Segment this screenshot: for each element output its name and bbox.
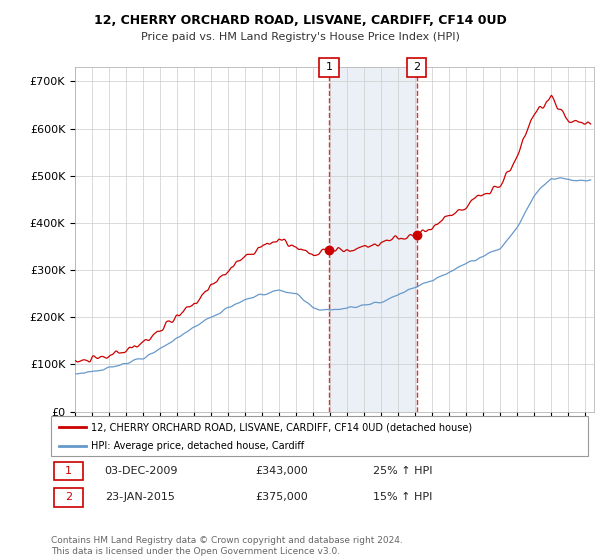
Text: 2: 2 (413, 62, 420, 72)
FancyBboxPatch shape (51, 416, 588, 456)
Text: 23-JAN-2015: 23-JAN-2015 (105, 492, 175, 502)
Text: 03-DEC-2009: 03-DEC-2009 (105, 466, 178, 476)
FancyBboxPatch shape (319, 58, 338, 77)
Text: HPI: Average price, detached house, Cardiff: HPI: Average price, detached house, Card… (91, 441, 304, 451)
Text: 12, CHERRY ORCHARD ROAD, LISVANE, CARDIFF, CF14 0UD (detached house): 12, CHERRY ORCHARD ROAD, LISVANE, CARDIF… (91, 422, 472, 432)
FancyBboxPatch shape (53, 461, 83, 480)
Text: 1: 1 (65, 466, 72, 476)
Text: 12, CHERRY ORCHARD ROAD, LISVANE, CARDIFF, CF14 0UD: 12, CHERRY ORCHARD ROAD, LISVANE, CARDIF… (94, 14, 506, 27)
FancyBboxPatch shape (407, 58, 426, 77)
Text: £343,000: £343,000 (255, 466, 308, 476)
Text: £375,000: £375,000 (255, 492, 308, 502)
Text: 25% ↑ HPI: 25% ↑ HPI (373, 466, 433, 476)
Text: 2: 2 (65, 492, 72, 502)
Text: 1: 1 (325, 62, 332, 72)
Text: 15% ↑ HPI: 15% ↑ HPI (373, 492, 433, 502)
Text: Contains HM Land Registry data © Crown copyright and database right 2024.
This d: Contains HM Land Registry data © Crown c… (51, 536, 403, 556)
Text: Price paid vs. HM Land Registry's House Price Index (HPI): Price paid vs. HM Land Registry's House … (140, 32, 460, 43)
FancyBboxPatch shape (53, 488, 83, 507)
Bar (329, 67, 416, 412)
